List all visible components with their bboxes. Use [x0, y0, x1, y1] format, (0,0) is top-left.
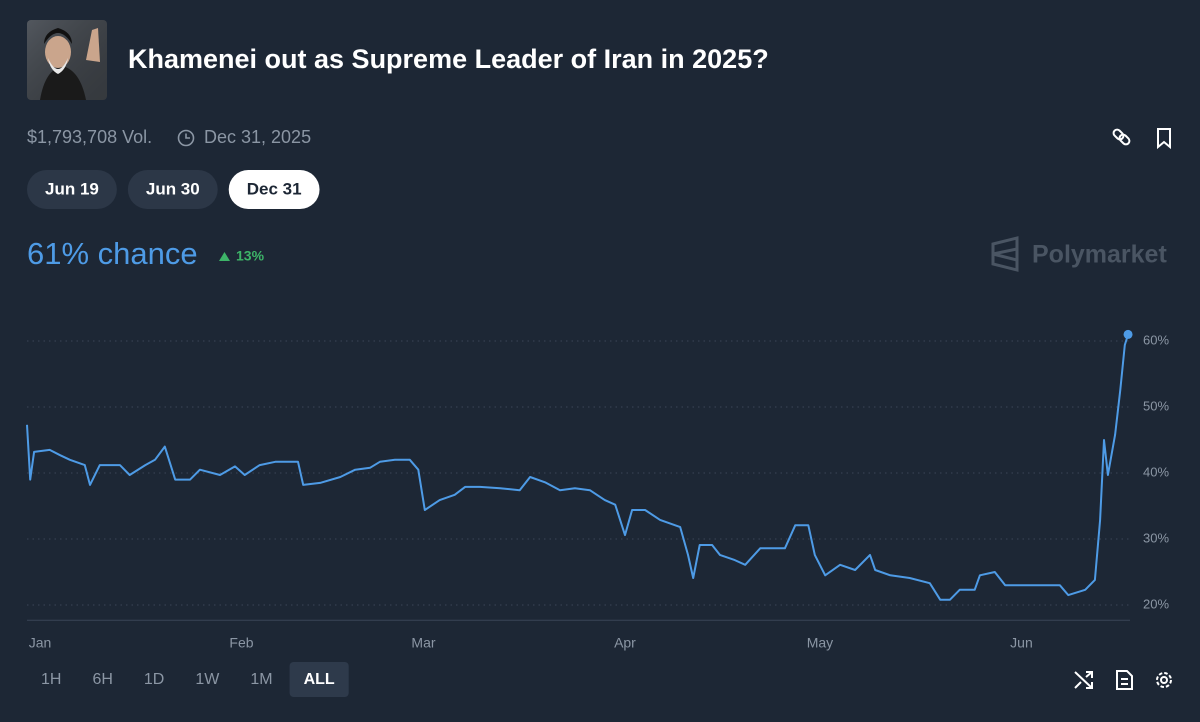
link-button[interactable] [1112, 128, 1131, 146]
notes-button[interactable] [1116, 670, 1133, 690]
brand-logo [991, 236, 1019, 272]
range-button[interactable]: 1M [250, 671, 272, 688]
date-tabs: Jun 19 Jun 30 Dec 31 [27, 170, 320, 209]
range-button-background [289, 662, 349, 697]
date-tab-background [228, 170, 320, 209]
x-tick-label: May [807, 635, 833, 651]
range-button-label: 1W [195, 671, 220, 688]
y-tick-label: 20% [1143, 596, 1169, 611]
date-tab[interactable]: Jun 30 [127, 170, 218, 209]
change-arrow [219, 252, 230, 261]
brand: Polymarket [1032, 241, 1167, 269]
market-title: Khamenei out as Supreme Leader of Iran i… [128, 44, 769, 74]
y-tick-label: 60% [1143, 332, 1169, 347]
end-date: Dec 31, 2025 [204, 127, 311, 147]
range-buttons: 1H 6H 1D 1W 1M ALL [41, 662, 349, 697]
x-tick-label: Feb [229, 635, 253, 651]
price-line [26, 334, 1130, 601]
date-tab[interactable]: Jun 19 [27, 170, 117, 209]
y-tick-label: 50% [1143, 398, 1169, 413]
avatar [27, 20, 107, 100]
range-button[interactable]: 6H [92, 671, 112, 688]
range-button-label: 6H [92, 671, 112, 688]
clock-icon [177, 129, 195, 147]
range-button-label: 1D [144, 671, 164, 688]
y-tick-label: 40% [1143, 464, 1169, 479]
date-tab-label: Jun 19 [45, 179, 99, 198]
chart: 20% 30% 40% 50% 60% Jan Feb Mar Apr May Jun [26, 329, 1169, 651]
range-button[interactable]: 1D [144, 671, 164, 688]
range-button[interactable]: 1W [195, 671, 220, 688]
date-tab-label: Dec 31 [247, 179, 302, 198]
latest-point [1123, 329, 1133, 339]
range-button-label: 1M [250, 671, 272, 688]
date-tab[interactable]: Dec 31 [228, 170, 320, 209]
change: 13% [236, 248, 265, 264]
settings-button[interactable] [1156, 672, 1172, 688]
x-tick-label: Jan [29, 635, 52, 651]
date-tab-background [27, 170, 117, 209]
compare-button[interactable] [1074, 671, 1093, 689]
range-button-label: 1H [41, 671, 61, 688]
date-tab-background [127, 170, 218, 209]
date-tab-label: Jun 30 [146, 179, 200, 198]
x-tick-label: Mar [411, 635, 435, 651]
bookmark-button[interactable] [1157, 128, 1171, 150]
range-button-label: ALL [304, 671, 335, 688]
range-button[interactable]: ALL [289, 662, 349, 697]
volume: $1,793,708 Vol. [27, 127, 152, 147]
y-tick-label: 30% [1143, 530, 1169, 545]
chance: 61% chance [27, 236, 198, 271]
x-tick-label: Jun [1010, 635, 1033, 651]
x-tick-label: Apr [614, 635, 636, 651]
range-button[interactable]: 1H [41, 671, 61, 688]
